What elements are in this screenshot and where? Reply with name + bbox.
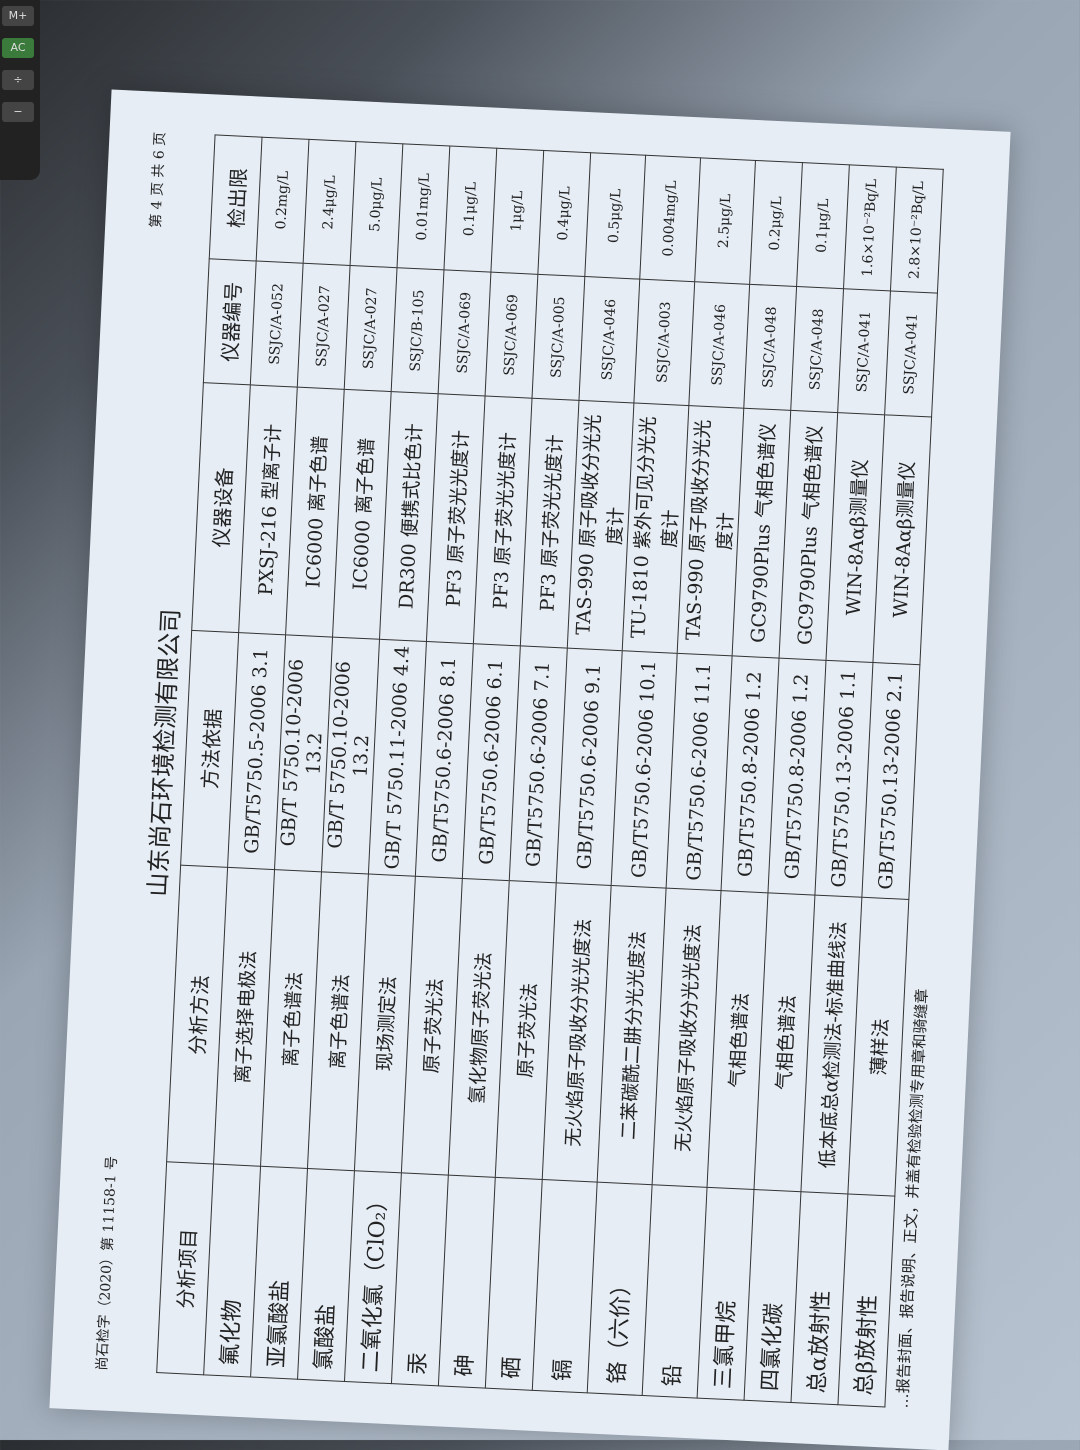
instrument-id-cell: SSJC/A-046 (578, 276, 640, 403)
instrument-id-cell: SSJC/B-105 (391, 267, 444, 394)
instrument-id-cell: SSJC/A-027 (344, 265, 398, 392)
instrument-id-cell: SSJC/A-003 (633, 279, 695, 406)
instrument-id-cell: SSJC/A-005 (532, 274, 585, 401)
page-info: 第 4 页 共 6 页 (148, 131, 169, 229)
detection-limit-cell: 1.6×10⁻²Bq/L (843, 164, 897, 291)
report-page: 尚石检字（2020）第 11158-1 号 第 4 页 共 6 页 山东尚石环境… (49, 89, 1011, 1450)
instrument-id-cell: SSJC/A-069 (438, 269, 491, 396)
calc-key-ac: AC (2, 38, 34, 58)
detection-limit-cell: 0.2μg/L (749, 160, 803, 287)
column-header: 仪器编号 (203, 258, 257, 385)
calculator: M+ AC ÷ − (0, 0, 40, 180)
instrument-id-cell: SSJC/A-041 (884, 290, 938, 417)
item-cell: 铅 (642, 1185, 708, 1399)
detection-limit-cell: 0.5μg/L (584, 152, 646, 280)
calc-key-minus: − (2, 102, 34, 122)
item-cell: 铬（六价） (587, 1182, 653, 1396)
detection-limit-cell: 1μg/L (490, 148, 544, 275)
instrument-id-cell: SSJC/A-046 (688, 281, 750, 408)
detection-limit-cell: 0.01mg/L (397, 143, 450, 270)
instrument-id-cell: SSJC/A-069 (485, 272, 538, 398)
calc-key-mplus: M+ (2, 6, 34, 26)
detection-limit-cell: 2.4μg/L (303, 139, 356, 266)
detection-limit-cell: 0.2mg/L (256, 137, 309, 264)
item-cell: 总β放射性 (837, 1194, 895, 1407)
instrument-id-cell: SSJC/A-041 (837, 288, 891, 415)
instrument-id-cell: SSJC/A-052 (250, 260, 304, 387)
item-cell: 镉 (532, 1179, 598, 1393)
detection-limit-cell: 2.5μg/L (694, 157, 756, 285)
detection-limit-cell: 0.1μg/L (796, 162, 850, 289)
detection-limit-cell: 0.1μg/L (443, 146, 497, 273)
column-header: 检出限 (209, 134, 263, 261)
detection-limit-cell: 5.0μg/L (350, 141, 403, 268)
instrument-id-cell: SSJC/A-048 (743, 284, 797, 411)
instrument-id-cell: SSJC/A-027 (297, 263, 351, 390)
standard-cell: GB/T5750.13-2006 2.1 (861, 662, 920, 900)
detection-limit-cell: 0.004mg/L (639, 155, 701, 282)
detection-limit-cell: 2.8×10⁻²Bq/L (890, 167, 944, 294)
calc-key-divide: ÷ (2, 70, 34, 90)
detection-limit-cell: 0.4μg/L (537, 150, 591, 277)
instrument-id-cell: SSJC/A-048 (790, 286, 844, 413)
analysis-table: 分析项目 分析方法 方法依据 仪器设备 仪器编号 检出限 氟化物 离子选择电极法 GB/T57… (156, 134, 944, 1407)
